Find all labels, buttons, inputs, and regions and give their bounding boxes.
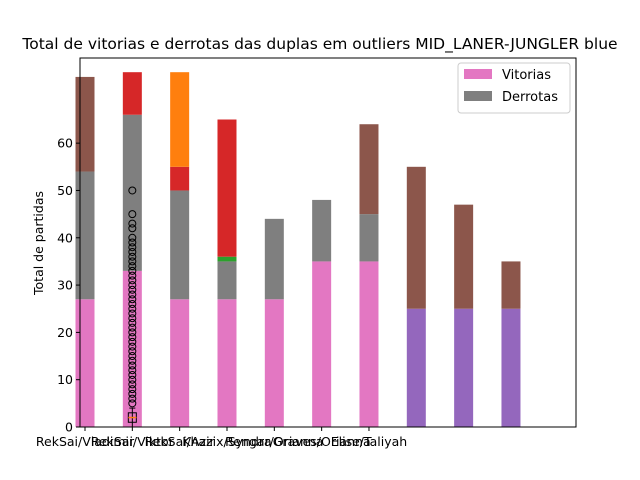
y-tick-label-3: 30	[57, 278, 73, 293]
outlier-point-8	[128, 361, 137, 370]
bar-3-segment-2	[217, 256, 237, 262]
x-tick-label-5: Graves/Orianna	[273, 434, 371, 449]
outlier-point-11	[128, 347, 137, 356]
outlier-point-23	[128, 290, 137, 299]
outlier-point-7	[128, 366, 137, 375]
outlier-point-38	[128, 210, 137, 219]
outlier-point-36	[128, 224, 137, 233]
outlier-point-13	[128, 337, 137, 346]
x-tick-label-3: Khazix/Syndra	[182, 434, 271, 449]
outlier-point-32	[128, 247, 137, 256]
outlier-point-29	[128, 262, 137, 271]
chart-title: Total de vitorias e derrotas das duplas …	[21, 35, 617, 54]
outlier-point-28	[128, 266, 137, 275]
x-tick-label-2: RekSai/Azir	[145, 434, 216, 449]
legend-label-0: Vitorias	[502, 68, 551, 83]
outlier-point-26	[128, 276, 137, 285]
outlier-point-15	[128, 328, 137, 337]
outlier-point-4	[128, 380, 137, 389]
bar-1-segment-1	[122, 114, 142, 271]
y-tick-label-4: 40	[57, 230, 73, 245]
outlier-point-14	[128, 333, 137, 342]
legend-swatch-1	[464, 91, 492, 101]
outlier-point-1	[128, 394, 137, 403]
outlier-point-22	[128, 295, 137, 304]
bar-1-segment-0	[122, 270, 142, 427]
bar-6-segment-1	[359, 214, 379, 262]
bar-2-segment-1	[170, 190, 190, 300]
bar-6-segment-2	[359, 124, 379, 215]
x-tick-label-1: RekSai/Viktor	[91, 434, 175, 449]
bar-3-segment-1	[217, 261, 237, 300]
axes: 0 10 20 30 40 50 60 RekSai/VladimirRekSai/Vikto…	[36, 57, 577, 449]
outlier-point-0	[128, 399, 137, 408]
bar-7-segment-1	[406, 166, 426, 309]
outlier-point-37	[128, 219, 137, 228]
bar-4-segment-1	[264, 218, 284, 300]
bar-5-segment-0	[312, 261, 332, 427]
bar-5-segment-1	[312, 199, 332, 262]
y-tick-label-1: 10	[57, 372, 73, 387]
outlier-point-35	[128, 233, 137, 242]
outlier-point-20	[128, 304, 137, 313]
outlier-point-3	[128, 385, 137, 394]
legend-label-1: Derrotas	[502, 90, 558, 105]
bar-1-segment-2	[122, 72, 142, 115]
outlier-point-25	[128, 281, 137, 290]
outlier-point-2	[128, 389, 137, 398]
bar-2-segment-2	[170, 166, 190, 191]
bar-8-segment-1	[454, 204, 474, 309]
outlier-point-16	[128, 323, 137, 332]
bar-3-segment-0	[217, 299, 237, 427]
bar-layer	[75, 72, 521, 427]
outlier-point-39	[128, 186, 137, 195]
outlier-point-5	[128, 375, 137, 384]
bar-8-segment-0	[454, 308, 474, 427]
outlier-point-34	[128, 238, 137, 247]
bar-6-segment-0	[359, 261, 379, 427]
outlier-point-17	[128, 318, 137, 327]
outlier-point-10	[128, 352, 137, 361]
y-tick-label-2: 20	[57, 325, 73, 340]
outlier-point-27	[128, 271, 137, 280]
outlier-point-24	[128, 285, 137, 294]
outlier-point-19	[128, 309, 137, 318]
outlier-point-31	[128, 252, 137, 261]
bar-2-segment-0	[170, 299, 190, 427]
outlier-point-33	[128, 243, 137, 252]
y-tick-label-5: 50	[57, 183, 73, 198]
bar-4-segment-0	[264, 299, 284, 427]
legend-swatch-0	[464, 69, 492, 79]
bar-0-segment-2	[75, 76, 95, 172]
y-tick-label-6: 60	[57, 136, 73, 151]
bar-0-segment-0	[75, 299, 95, 427]
x-tick-label-6: Elise/Taliyah	[331, 434, 407, 449]
bar-9-segment-1	[501, 261, 521, 309]
outlier-point-30	[128, 257, 137, 266]
y-axis-label: Total de partidas	[31, 191, 46, 296]
plot-frame	[79, 57, 577, 428]
bar-7-segment-0	[406, 308, 426, 427]
bar-3-segment-3	[217, 119, 237, 257]
legend: Vitorias Derrotas	[457, 62, 571, 114]
outlier-point-18	[128, 314, 137, 323]
y-tick-label-0: 0	[65, 420, 73, 435]
bar-2-segment-3	[170, 72, 190, 167]
outlier-point-6	[128, 370, 137, 379]
outlier-point-12	[128, 342, 137, 351]
outlier-point-21	[128, 300, 137, 308]
outlier-point-9	[128, 356, 137, 365]
bar-9-segment-0	[501, 308, 521, 427]
x-tick-label-0: RekSai/Vladimir	[36, 434, 135, 449]
x-tick-label-4: Rengar/Orianna	[225, 434, 323, 449]
